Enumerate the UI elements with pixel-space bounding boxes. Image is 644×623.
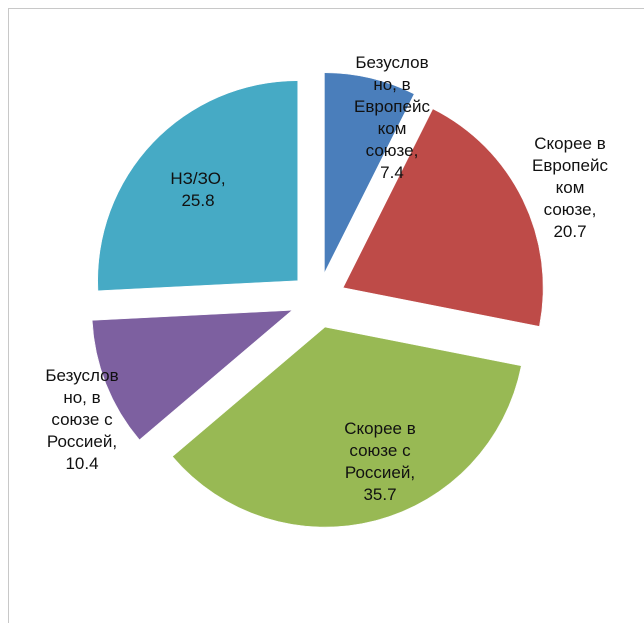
value-label: 25.8 [181, 191, 215, 210]
category-label: НЗ/ЗО, [170, 169, 226, 188]
data-label: Безусловно, в Европейском союзе, 7.4 [352, 52, 432, 184]
category-label: Скорее в союзе с Россией, [344, 419, 416, 482]
category-label: Безусловно, в Европейском союзе, [354, 53, 430, 160]
pie-slice [342, 108, 544, 327]
data-label: Скорее в Европейском союзе, 20.7 [530, 133, 610, 243]
pie-slice [324, 72, 415, 273]
data-label: Скорее в союзе с Россией, 35.7 [340, 418, 420, 506]
pie-slice [172, 326, 522, 528]
data-label: НЗ/ЗО, 25.8 [158, 168, 238, 212]
value-label: 35.7 [363, 485, 397, 504]
value-label: 10.4 [65, 454, 99, 473]
category-label: Безусловно, в союзе с Россией, [45, 366, 119, 451]
value-label: 7.4 [380, 163, 404, 182]
pie-slice [97, 80, 298, 292]
category-label: Скорее в Европейском союзе, [532, 134, 608, 219]
value-label: 20.7 [553, 222, 587, 241]
pie-slice [91, 310, 293, 441]
data-label: Безусловно, в союзе с Россией, 10.4 [42, 365, 122, 475]
chart-frame [8, 8, 644, 623]
